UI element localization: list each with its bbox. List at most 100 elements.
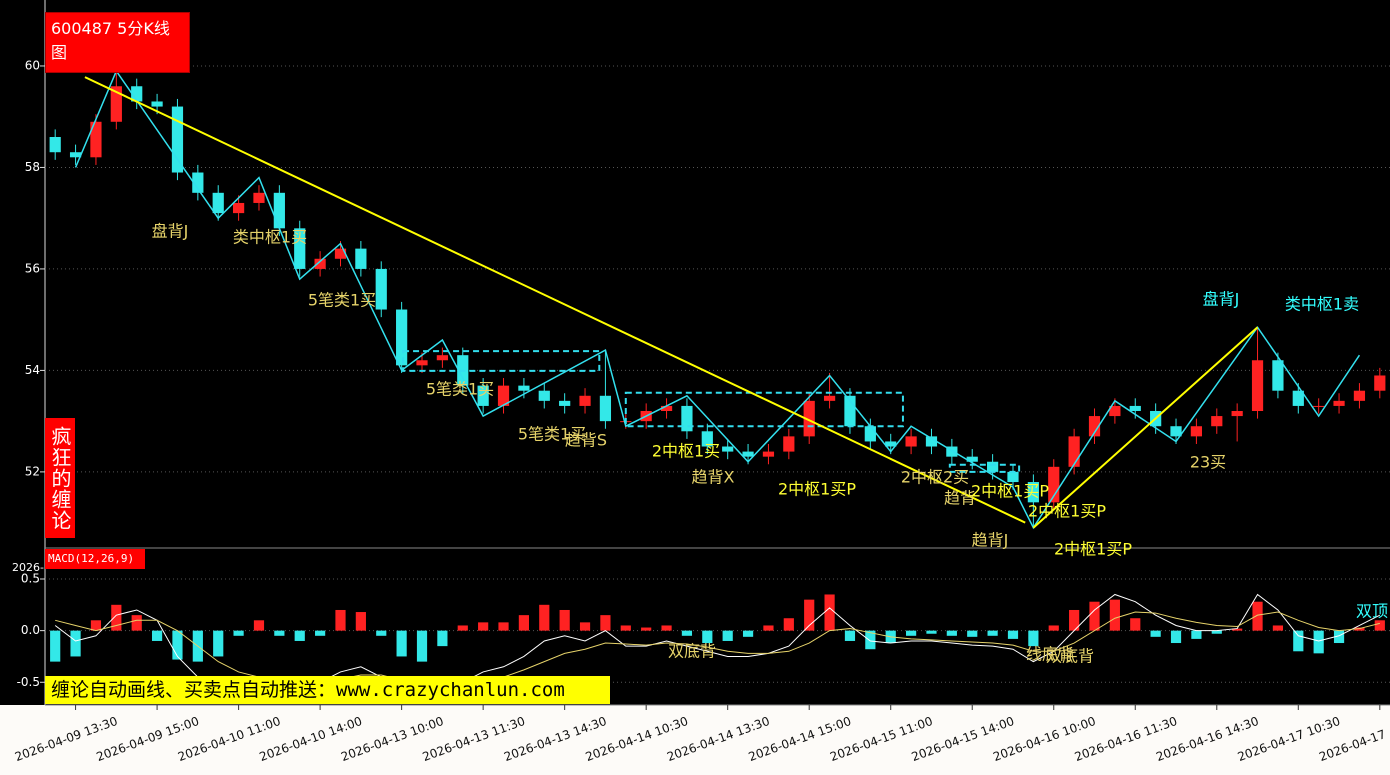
annotation: 5笔类1买 <box>308 291 376 310</box>
y-tick-label: 0.0 <box>21 623 40 637</box>
trend-line <box>1032 326 1259 529</box>
partial-label: 2026- <box>12 561 44 574</box>
macd-bar <box>70 630 81 657</box>
annotation: 双底背 <box>668 642 716 661</box>
macd-bar <box>437 630 448 647</box>
macd-bar <box>1170 630 1182 644</box>
candle-body <box>885 441 897 447</box>
candle-body <box>1353 390 1366 401</box>
macd-bar <box>1313 630 1324 654</box>
annotation: 双顶 <box>1356 602 1388 621</box>
macd-bar <box>702 630 713 644</box>
macd-bar <box>1272 625 1284 631</box>
macd-bar <box>457 625 468 631</box>
candle-body <box>294 228 306 269</box>
annotation: 2中枢1买P <box>778 480 856 499</box>
candle-body <box>416 360 428 366</box>
zhongshu-box <box>402 350 601 372</box>
macd-bar <box>396 630 407 657</box>
macd-bar <box>1109 599 1120 631</box>
annotation: 双底背 <box>1046 647 1094 666</box>
macd-bar <box>539 604 550 631</box>
candle-body <box>1231 411 1243 417</box>
annotation: 2中枢1买P <box>971 482 1049 501</box>
macd-bar <box>376 630 387 636</box>
y-tick-label: 52 <box>25 464 40 478</box>
candle-body <box>783 436 795 452</box>
y-tick-label: -0.5 <box>17 675 40 689</box>
macd-bar <box>742 630 754 637</box>
macd-bar <box>1211 630 1222 634</box>
annotation: 类中枢1买 <box>233 228 307 247</box>
annotation: 2中枢1买P <box>1028 502 1106 521</box>
macd-bar <box>90 620 102 631</box>
macd-bar <box>865 630 876 650</box>
macd-bar <box>335 609 346 631</box>
macd-bar <box>1028 630 1039 647</box>
candle-body <box>90 121 102 158</box>
candle-body <box>925 436 938 447</box>
candle-body <box>131 86 143 102</box>
candle-body <box>192 172 204 193</box>
candle-body <box>599 395 612 422</box>
candle-body <box>1374 375 1386 391</box>
candle-body <box>1292 390 1304 406</box>
annotation: 5笔类1买 <box>426 380 494 399</box>
candle-body <box>518 385 530 391</box>
macd-bar <box>416 630 428 662</box>
macd-bar <box>1150 630 1161 637</box>
banner: 缠论自动画线、买卖点自动推送：www.crazychanlun.com <box>45 676 610 704</box>
macd-bar <box>478 622 489 631</box>
candle-body <box>987 461 999 472</box>
candle-body <box>681 405 693 432</box>
macd-bar <box>131 615 142 631</box>
annotation: 盘背J <box>1203 290 1240 309</box>
candle-body <box>334 248 347 259</box>
trend-line <box>84 76 1026 524</box>
candle-body <box>946 446 958 457</box>
candle-body <box>538 390 550 401</box>
macd-bar <box>600 615 611 631</box>
macd-bar <box>172 630 183 660</box>
annotation: 线底背 <box>1026 645 1074 664</box>
y-tick-label: 0.5 <box>21 571 40 585</box>
x-axis-area <box>0 705 1390 775</box>
macd-bar <box>498 622 509 631</box>
macd-bar <box>355 612 366 631</box>
candle-body <box>579 395 591 406</box>
macd-bar <box>111 604 122 631</box>
macd-bar <box>1232 628 1243 631</box>
candle-body <box>1170 426 1182 437</box>
macd-bar <box>1354 627 1365 631</box>
macd-bar <box>151 630 163 641</box>
macd-bar <box>1293 630 1304 652</box>
annotation: 趋背 <box>944 489 976 508</box>
macd-bar <box>1130 618 1141 631</box>
candle-body <box>1027 482 1039 503</box>
side-label: 疯狂的缠论 <box>45 418 75 538</box>
candle-body <box>69 152 82 158</box>
candle-body <box>355 248 367 269</box>
candle-body <box>1211 416 1223 427</box>
y-tick-label: 54 <box>25 363 40 377</box>
candle-body <box>171 106 184 173</box>
candle-body <box>497 385 510 406</box>
candle-body <box>1333 400 1345 406</box>
macd-bar <box>294 630 305 641</box>
macd-title: MACD(12,26,9) <box>45 549 145 569</box>
y-tick-label: 56 <box>25 261 40 275</box>
macd-bar <box>620 625 631 631</box>
bi-line <box>74 69 1361 530</box>
macd-bar <box>783 618 794 631</box>
candle-body <box>1272 360 1284 391</box>
macd-bar <box>1007 630 1019 639</box>
candle-body <box>49 137 61 153</box>
candle-body <box>253 192 265 203</box>
candle-body <box>314 258 326 269</box>
macd-bar <box>213 630 224 657</box>
candle-body <box>1007 471 1019 483</box>
chart-title: 600487 5分K线图 <box>45 12 190 73</box>
macd-bar <box>641 627 652 631</box>
